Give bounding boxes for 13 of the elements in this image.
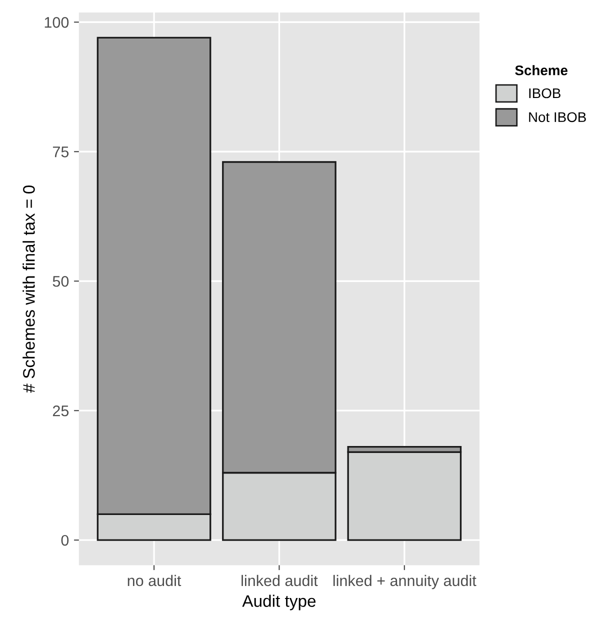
y-tick-label: 50 — [52, 276, 69, 287]
legend-label: Not IBOB — [529, 112, 586, 122]
x-tick-label: linked + annuity audit — [333, 574, 476, 590]
y-tick-label: 25 — [52, 405, 69, 416]
y-tick-label: 75 — [52, 146, 69, 158]
legend-title: Scheme — [515, 65, 568, 76]
y-axis-title: # Schemes with final tax = 0 — [22, 186, 35, 393]
x-tick-label: no audit — [128, 574, 182, 586]
x-tick-label: linked audit — [242, 574, 318, 586]
x-axis-title: Audit type — [242, 594, 316, 610]
legend-label: IBOB — [529, 88, 560, 98]
y-tick-label: 0 — [61, 534, 69, 546]
y-tick-label: 100 — [44, 17, 69, 28]
